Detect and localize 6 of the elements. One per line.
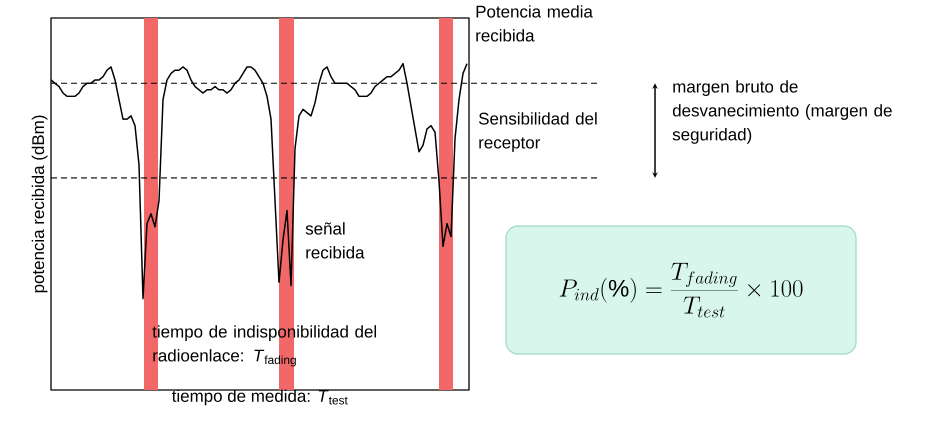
text: $P_{ind}(\%)=\frac{T_{fading}}{T_{test}}\times 100$ [560,262,802,318]
ref-line-label: Potencia media recibida [476,5,593,42]
ref-line-label: Sensibilidad del receptor [478,112,597,152]
text: margen bruto de desvanecimiento (margen de seguridad) [672,80,892,144]
y-axis-title: potencia recibida (dBm) [32,116,48,292]
annotation: señal recibida [306,222,365,259]
